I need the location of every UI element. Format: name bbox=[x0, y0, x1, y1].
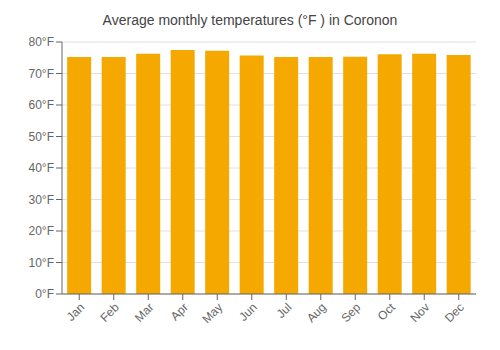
svg-text:0°F: 0°F bbox=[35, 287, 54, 301]
svg-text:Sep: Sep bbox=[338, 300, 363, 325]
svg-text:80°F: 80°F bbox=[29, 35, 54, 49]
svg-text:20°F: 20°F bbox=[29, 224, 54, 238]
svg-text:Feb: Feb bbox=[97, 300, 122, 325]
svg-text:Oct: Oct bbox=[375, 300, 399, 324]
svg-text:60°F: 60°F bbox=[29, 98, 54, 112]
svg-text:Mar: Mar bbox=[132, 300, 157, 325]
svg-text:Apr: Apr bbox=[168, 300, 191, 323]
svg-text:Nov: Nov bbox=[407, 300, 432, 325]
svg-text:40°F: 40°F bbox=[29, 161, 54, 175]
svg-text:70°F: 70°F bbox=[29, 67, 54, 81]
svg-text:Aug: Aug bbox=[304, 300, 329, 325]
svg-text:Jul: Jul bbox=[274, 300, 295, 321]
svg-text:Dec: Dec bbox=[442, 300, 467, 325]
svg-text:10°F: 10°F bbox=[29, 256, 54, 270]
html-text:Average monthly temperatures (: Average monthly temperatures (°F ) in Co… bbox=[102, 12, 398, 28]
svg-text:May: May bbox=[199, 300, 225, 326]
svg-text:Jan: Jan bbox=[64, 300, 88, 324]
svg-text:Jun: Jun bbox=[236, 300, 260, 324]
svg-text:30°F: 30°F bbox=[29, 193, 54, 207]
svg-text:50°F: 50°F bbox=[29, 130, 54, 144]
